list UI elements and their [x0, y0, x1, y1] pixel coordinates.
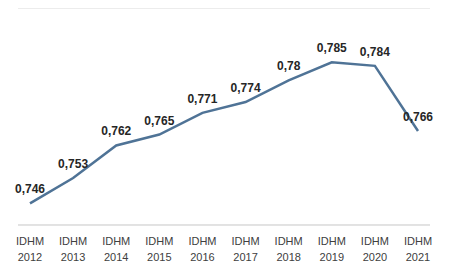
svg-text:0,762: 0,762 — [101, 124, 131, 138]
svg-text:IDHM2015: IDHM2015 — [145, 235, 173, 263]
svg-text:0,766: 0,766 — [403, 110, 433, 124]
svg-text:IDHM2013: IDHM2013 — [59, 235, 87, 263]
svg-text:IDHM2021: IDHM2021 — [404, 235, 432, 263]
svg-text:0,784: 0,784 — [360, 45, 390, 59]
svg-text:0,785: 0,785 — [317, 41, 347, 55]
svg-text:IDHM2019: IDHM2019 — [318, 235, 346, 263]
svg-text:0,765: 0,765 — [144, 114, 174, 128]
svg-text:IDHM2016: IDHM2016 — [188, 235, 216, 263]
svg-text:0,753: 0,753 — [58, 157, 88, 171]
svg-text:IDHM2020: IDHM2020 — [361, 235, 389, 263]
svg-text:0,774: 0,774 — [231, 81, 261, 95]
svg-text:0,746: 0,746 — [15, 182, 45, 196]
svg-text:IDHM2018: IDHM2018 — [275, 235, 303, 263]
svg-text:0,771: 0,771 — [187, 92, 217, 106]
svg-text:IDHM2014: IDHM2014 — [102, 235, 130, 263]
svg-text:IDHM2012: IDHM2012 — [16, 235, 44, 263]
svg-text:0,78: 0,78 — [277, 59, 301, 73]
svg-text:IDHM2017: IDHM2017 — [232, 235, 260, 263]
